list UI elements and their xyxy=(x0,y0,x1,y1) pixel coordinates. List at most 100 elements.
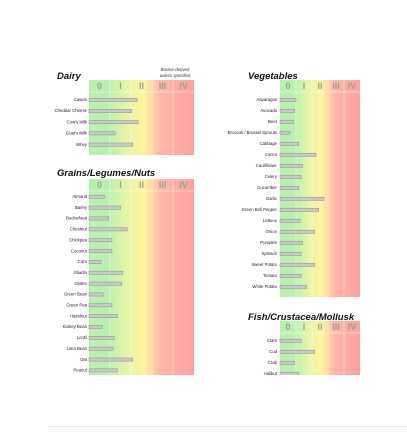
row-label-cabbage: Cabbage xyxy=(260,141,278,146)
chart-title: Fish/Crustacea/Mollusk xyxy=(248,312,355,323)
bar-green-bean xyxy=(88,292,104,297)
row-label-pumpkin: Pumpkin xyxy=(260,240,277,245)
chart-title: Grains/Legumes/Nuts xyxy=(57,168,155,179)
bar-gluten xyxy=(88,281,123,286)
bar-coconut xyxy=(88,249,113,253)
level-header-i: I xyxy=(119,180,122,190)
level-header-i: I xyxy=(303,322,306,332)
severity-band-background xyxy=(89,179,194,375)
level-header-iii: III xyxy=(332,81,340,91)
bar-cabbage xyxy=(279,141,299,146)
row-label-carrot: Carrot xyxy=(265,152,278,157)
row-label-avocado: Avocado xyxy=(260,108,277,113)
bar-sweet-potato xyxy=(279,262,315,267)
row-label-tomato: Tomato xyxy=(263,273,278,278)
bar-oat xyxy=(88,357,133,362)
row-label-onion: Onion xyxy=(266,229,278,234)
row-label-crab: Crab xyxy=(268,360,278,365)
level-header-iv: IV xyxy=(348,81,357,91)
level-header-0: 0 xyxy=(285,81,290,91)
bar-barley xyxy=(88,205,121,210)
severity-band-background xyxy=(89,80,194,155)
bar-broccoli-brussel-sprouts xyxy=(279,130,290,135)
footer-divider xyxy=(48,426,407,427)
row-label-goat-s-milk: Goat's Milk xyxy=(66,131,88,136)
row-label-cauliflower: Cauliflower xyxy=(256,163,278,168)
row-label-lima-bean: Lima Bean xyxy=(66,346,87,351)
row-label-clam: Clam xyxy=(267,338,277,343)
bar-celery xyxy=(279,174,302,179)
chart-title: Vegetables xyxy=(248,71,298,82)
row-label-almond: Almond xyxy=(72,194,87,199)
row-label-peanut: Peanut xyxy=(73,368,87,373)
bar-garlic xyxy=(279,196,325,201)
bar-cheddar-cheese xyxy=(88,109,132,113)
row-label-lentil: Lentil xyxy=(77,335,87,340)
row-label-gliadin: Gliadin xyxy=(74,270,88,275)
level-header-iii: III xyxy=(159,180,167,190)
chart-note-line: Bovine-derived xyxy=(161,67,190,72)
bar-corn xyxy=(88,260,102,264)
bar-lima-bean xyxy=(88,346,114,351)
bar-beet xyxy=(279,119,294,124)
level-header-ii: II xyxy=(317,81,322,91)
bar-lettuce xyxy=(279,218,301,223)
level-header-0: 0 xyxy=(97,180,102,190)
level-header-iii: III xyxy=(332,322,340,332)
row-label-green-bell-pepper: Green Bell Pepper xyxy=(242,207,278,212)
row-label-gluten: Gluten xyxy=(74,281,87,286)
bar-cod xyxy=(279,349,315,354)
bar-peanut xyxy=(88,368,118,373)
bar-buckwheat xyxy=(88,216,109,221)
level-header-iii: III xyxy=(159,81,167,91)
bar-gliadin xyxy=(88,270,124,275)
chart-note-line: unless specified xyxy=(160,73,191,78)
bar-clam xyxy=(279,338,302,343)
row-label-green-bean: Green Bean xyxy=(64,292,88,297)
chart-title: Dairy xyxy=(57,71,81,82)
level-header-iv: IV xyxy=(348,322,357,332)
bar-pumpkin xyxy=(279,240,303,245)
row-label-chickpea: Chickpea xyxy=(69,237,88,242)
bar-chestnut xyxy=(88,227,128,232)
level-header-ii: II xyxy=(139,180,144,190)
row-label-cheddar-cheese: Cheddar Cheese xyxy=(55,108,88,113)
chart-fish-crustacea-mollusk: 0 I II III IVClamCodCrabHalibutFish/Crustace… xyxy=(248,312,360,375)
row-label-green-pea: Green Pea xyxy=(66,303,87,308)
bar-casein xyxy=(88,97,138,102)
bar-goat-s-milk xyxy=(88,131,116,136)
bar-almond xyxy=(88,194,105,199)
bar-green-pea xyxy=(88,303,113,308)
level-header-i: I xyxy=(303,81,306,91)
row-label-hazelnut: Hazelnut xyxy=(70,313,88,318)
bar-cauliflower xyxy=(279,163,303,168)
level-header-ii: II xyxy=(317,322,322,332)
row-label-barley: Barley xyxy=(75,205,88,210)
bar-lentil xyxy=(88,336,115,340)
row-label-corn: Corn xyxy=(78,259,88,264)
row-label-casein: Casein xyxy=(74,97,88,102)
level-header-0: 0 xyxy=(285,322,290,332)
bar-carrot xyxy=(279,152,317,157)
row-label-white-potato: White Potato xyxy=(252,284,277,289)
level-header-iv: IV xyxy=(179,180,188,190)
severity-band-background xyxy=(280,321,360,375)
level-header-iv: IV xyxy=(179,81,188,91)
level-header-0: 0 xyxy=(97,81,102,91)
row-label-buckwheat: Buckwheat xyxy=(66,216,88,221)
bar-green-bell-pepper xyxy=(279,207,319,212)
row-label-chestnut: Chestnut xyxy=(70,227,88,232)
bar-cow-s-milk xyxy=(88,120,139,125)
level-header-ii: II xyxy=(139,81,144,91)
row-label-oat: Oat xyxy=(80,357,88,362)
bar-tomato xyxy=(279,273,302,278)
bar-whey xyxy=(88,142,133,147)
bar-white-potato xyxy=(279,284,307,289)
row-label-cod: Cod xyxy=(269,349,277,354)
bar-kidney-bean xyxy=(88,325,103,329)
